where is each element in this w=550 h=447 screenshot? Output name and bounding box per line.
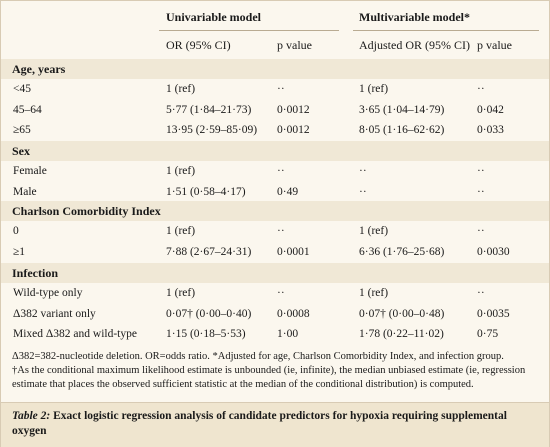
row-label: ≥65 <box>13 124 31 136</box>
adjusted-or-value: 6·36 (1·76–25·68) <box>359 245 445 258</box>
or-value: 0·07† (0·00–0·40) <box>166 307 252 320</box>
p-value: 0·0012 <box>277 103 310 116</box>
caption-label: Table 2: <box>12 410 51 422</box>
table-row: Female 1 (ref) ·· ·· ·· <box>1 162 549 182</box>
adjusted-p-value: ·· <box>477 165 485 177</box>
univariable-rule <box>159 30 339 31</box>
p-value: 0·0008 <box>277 307 310 320</box>
table-caption: Table 2: Exact logistic regression analy… <box>12 409 542 439</box>
footnote-abbreviations: Δ382=382-nucleotide deletion. OR=odds ra… <box>12 351 504 362</box>
row-label: Mixed Δ382 and wild-type <box>13 328 137 340</box>
adjusted-or-value: 1·78 (0·22–11·02) <box>359 328 444 340</box>
footnote-dagger: †As the conditional maximum likelihood e… <box>12 365 526 390</box>
section-header: Infection <box>1 263 549 283</box>
univariable-header: Univariable model <box>166 10 261 24</box>
section-title: Age, years <box>12 62 66 76</box>
adjusted-or-value: 1 (ref) <box>359 225 389 237</box>
row-label: 0 <box>13 225 19 237</box>
row-label: Male <box>13 185 37 198</box>
adjusted-p-value: 0·75 <box>477 328 499 340</box>
section-title: Infection <box>12 266 58 280</box>
adjusted-or-value: 1 (ref) <box>359 287 389 299</box>
col-aor: Adjusted OR (95% CI) <box>359 38 470 52</box>
or-value: 1 (ref) <box>166 83 196 95</box>
row-label: Female <box>13 165 47 177</box>
table-footnotes: Δ382=382-nucleotide deletion. OR=odds ra… <box>12 350 542 392</box>
or-value: 1 (ref) <box>166 287 196 299</box>
row-label: Wild-type only <box>13 287 83 299</box>
table-row: ≥65 13·95 (2·59–85·09) 0·0012 8·05 (1·16–62… <box>1 121 549 141</box>
p-value: 0·0001 <box>277 245 310 258</box>
adjusted-or-value: 3·65 (1·04–14·79) <box>359 103 445 116</box>
or-value: 13·95 (2·59–85·09) <box>166 124 258 136</box>
adjusted-or-value: ·· <box>359 165 367 177</box>
p-value: ·· <box>277 225 285 237</box>
adjusted-or-value: ·· <box>359 185 367 198</box>
adjusted-p-value: ·· <box>477 225 485 237</box>
section-title: Sex <box>12 144 30 158</box>
adjusted-p-value: 0·042 <box>477 103 504 116</box>
col-or: OR (95% CI) <box>166 38 231 52</box>
p-value: 0·49 <box>277 185 299 198</box>
section-header: Sex <box>1 141 549 161</box>
table-row: Δ382 variant only 0·07† (0·00–0·40) 0·0008… <box>1 305 549 325</box>
table-row: Male 1·51 (0·58–4·17) 0·49 ·· ·· <box>1 183 549 203</box>
table-row: 45–64 5·77 (1·84–21·73) 0·0012 3·65 (1·04–1… <box>1 101 549 121</box>
col-p: p value <box>277 38 312 52</box>
adjusted-or-value: 0·07† (0·00–0·48) <box>359 307 445 320</box>
section-header: Age, years <box>1 59 549 79</box>
table-row: ≥1 7·88 (2·67–24·31) 0·0001 6·36 (1·76–25·6… <box>1 243 549 263</box>
section-title: Charlson Comorbidity Index <box>12 204 161 218</box>
or-value: 1 (ref) <box>166 225 196 237</box>
row-label: 45–64 <box>13 103 42 116</box>
caption-text: Exact logistic regression analysis of ca… <box>12 410 507 437</box>
p-value: 0·0012 <box>277 124 310 136</box>
row-label: <45 <box>13 83 31 95</box>
p-value: 1·00 <box>277 328 299 340</box>
p-value: ·· <box>277 165 285 177</box>
table-row: Mixed Δ382 and wild-type 1·15 (0·18–5·53)… <box>1 325 549 345</box>
multivariable-rule <box>353 30 539 31</box>
adjusted-or-value: 8·05 (1·16–62·62) <box>359 124 445 136</box>
table-row: <45 1 (ref) ·· 1 (ref) ·· <box>1 80 549 100</box>
adjusted-p-value: 0·0030 <box>477 245 510 258</box>
or-value: 1 (ref) <box>166 165 196 177</box>
row-label: Δ382 variant only <box>13 307 96 320</box>
adjusted-p-value: ·· <box>477 185 485 198</box>
caption-box: Table 2: Exact logistic regression analy… <box>1 402 549 447</box>
or-value: 7·88 (2·67–24·31) <box>166 245 252 258</box>
table-row: Wild-type only 1 (ref) ·· 1 (ref) ·· <box>1 284 549 304</box>
adjusted-p-value: ·· <box>477 287 485 299</box>
adjusted-p-value: ·· <box>477 83 485 95</box>
or-value: 1·51 (0·58–4·17) <box>166 185 246 198</box>
p-value: ·· <box>277 83 285 95</box>
col-ap: p value <box>477 38 512 52</box>
or-value: 5·77 (1·84–21·73) <box>166 103 252 116</box>
or-value: 1·15 (0·18–5·53) <box>166 328 246 340</box>
p-value: ·· <box>277 287 285 299</box>
row-label: ≥1 <box>13 245 26 258</box>
adjusted-p-value: 0·033 <box>477 124 504 136</box>
section-header: Charlson Comorbidity Index <box>1 201 549 221</box>
table-row: 0 1 (ref) ·· 1 (ref) ·· <box>1 222 549 242</box>
multivariable-header: Multivariable model* <box>359 10 470 24</box>
adjusted-p-value: 0·0035 <box>477 307 510 320</box>
results-table: Univariable model Multivariable model* O… <box>1 1 549 341</box>
adjusted-or-value: 1 (ref) <box>359 83 389 95</box>
